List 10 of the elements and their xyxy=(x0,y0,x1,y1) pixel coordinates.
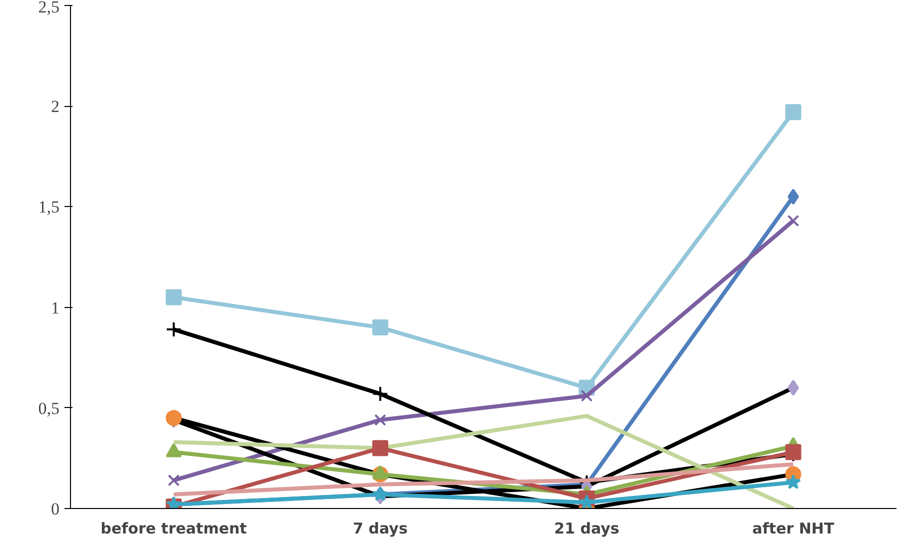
y-tick-label: 1 xyxy=(51,298,60,318)
x-tick-label: 21 days xyxy=(554,520,620,538)
y-tick-label: 0 xyxy=(51,500,60,518)
y-tick-label: 1,5 xyxy=(38,198,60,217)
y-tick-label: 2 xyxy=(51,97,60,116)
x-tick-label: after NHT xyxy=(752,520,835,538)
x-tick-label: 7 days xyxy=(352,520,408,538)
y-tick-label: 0,5 xyxy=(38,398,60,418)
x-tick-label: before treatment xyxy=(100,520,247,538)
y-tick-label: 2,5 xyxy=(38,0,60,16)
